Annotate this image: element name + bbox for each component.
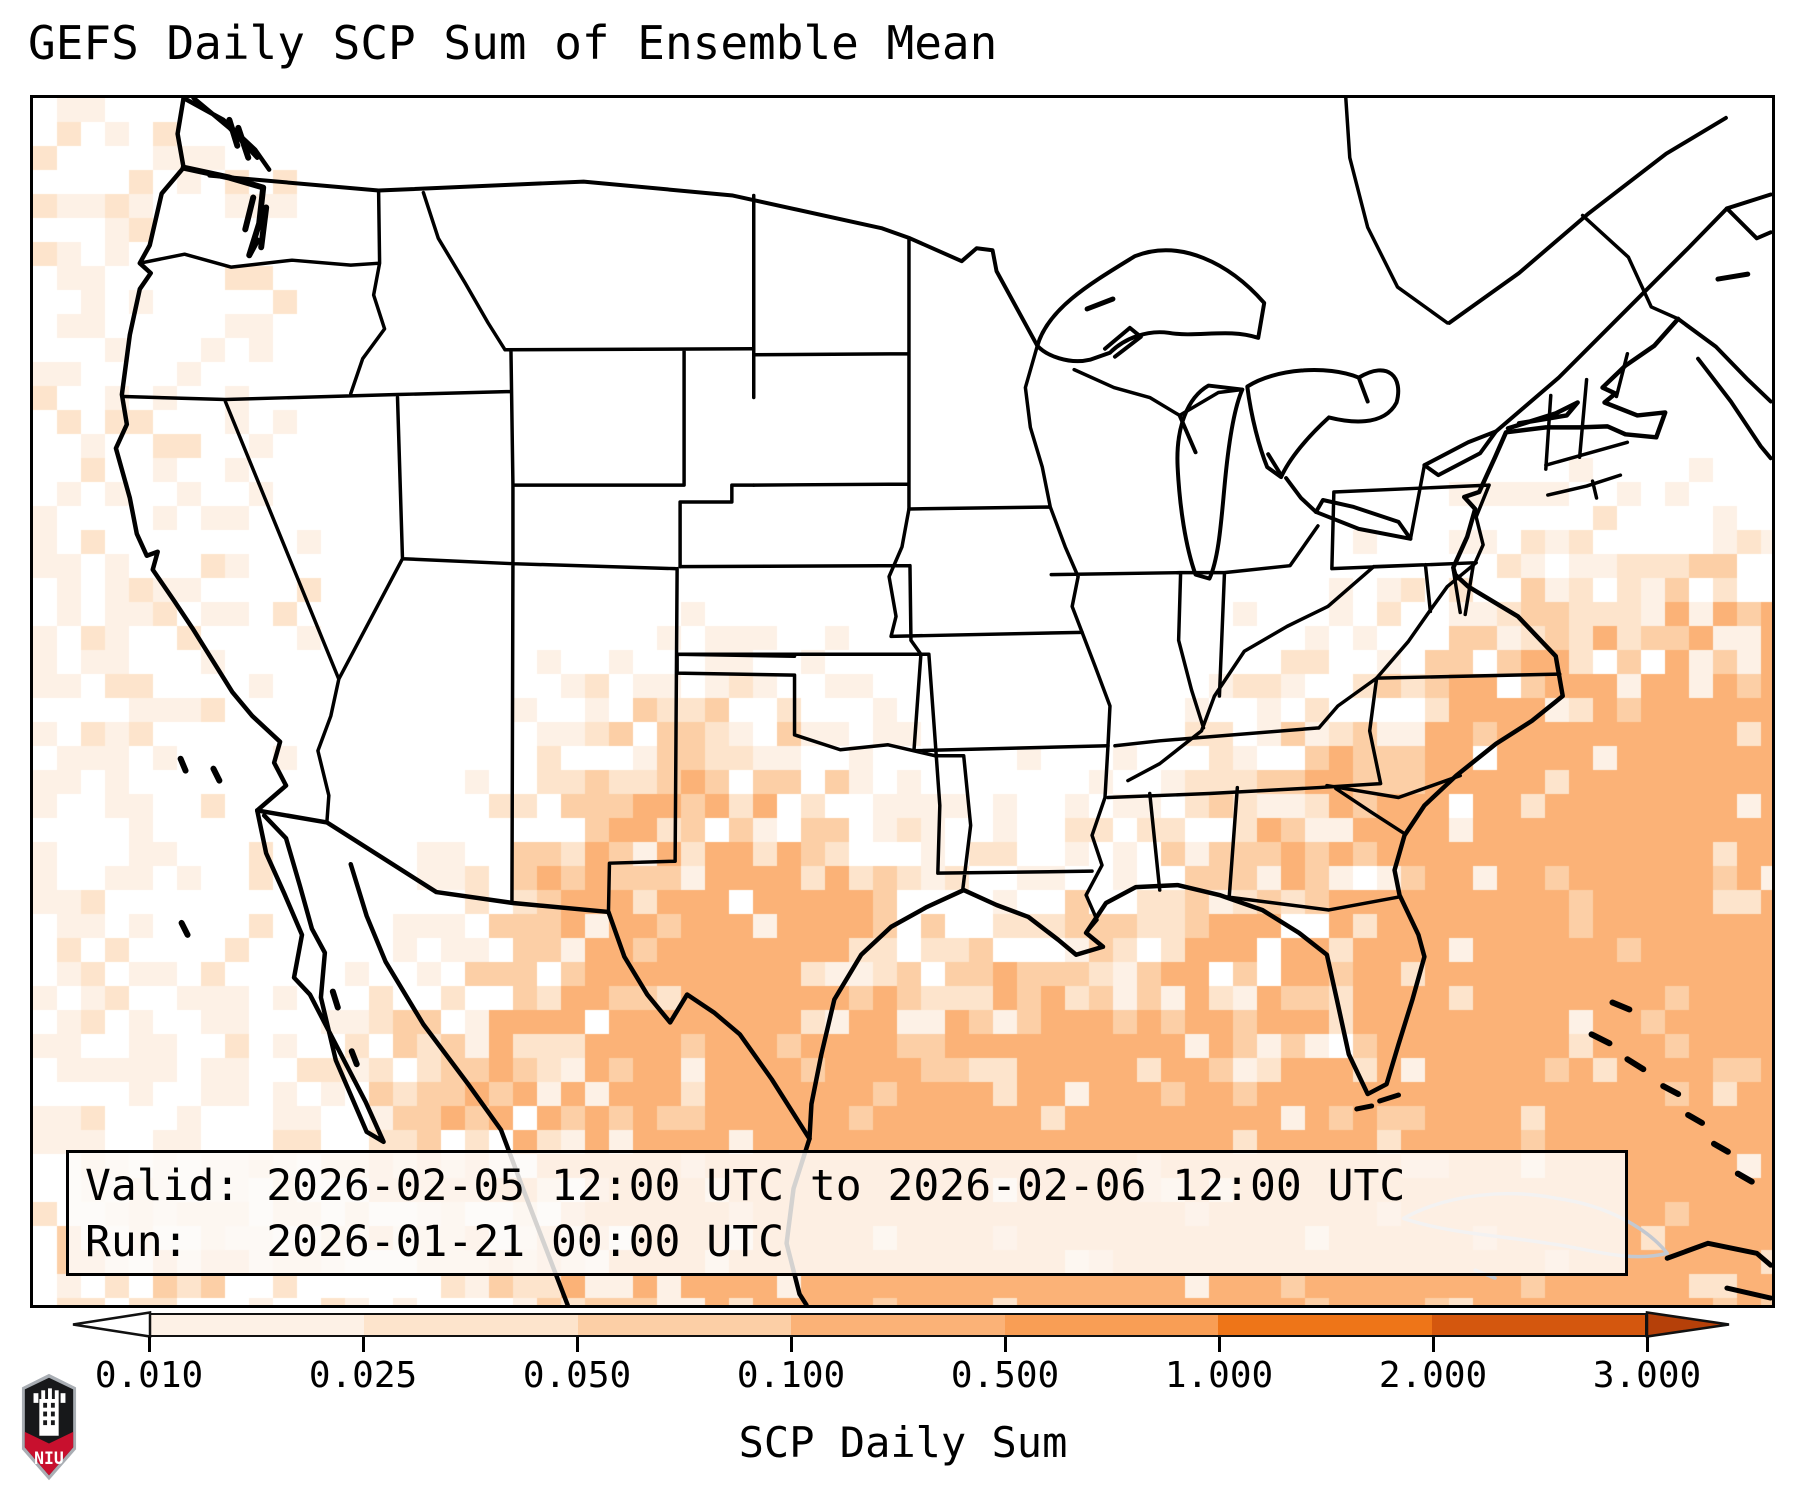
colorbar-under-arrow: [72, 1311, 152, 1338]
colorbar-segment-1: [364, 1315, 578, 1335]
puget-sound: [180, 116, 270, 259]
colorbar-tick: [1645, 1337, 1649, 1352]
annotation-box: Valid: 2026-02-05 12:00 UTC to 2026-02-0…: [66, 1150, 1628, 1276]
colorbar-tick: [1003, 1337, 1007, 1352]
colorbar-tick: [147, 1337, 151, 1352]
colorbar-segment-4: [1004, 1315, 1219, 1335]
lake-erie: [1313, 498, 1413, 541]
prince-edward-island: [1715, 271, 1751, 282]
state-lines-south: [1106, 672, 1562, 912]
state-borders: [122, 188, 1630, 935]
st-lawrence-north: [1447, 115, 1728, 325]
green-bay: [1177, 413, 1198, 455]
colorbar-segment-0: [151, 1315, 365, 1335]
canada-borders: [207, 98, 1772, 461]
nova-scotia: [1676, 316, 1772, 461]
colorbar-tick-label: 0.010: [94, 1355, 204, 1396]
colorbar-segment-2: [577, 1315, 792, 1335]
atlantic-gulf-coast: [807, 316, 1681, 1142]
state-lines-east: [1330, 351, 1630, 680]
valid-time-text: Valid: 2026-02-05 12:00 UTC to 2026-02-0…: [85, 1161, 1406, 1211]
georgian-bay: [1356, 375, 1370, 404]
state-lines-plains: [675, 193, 1110, 892]
map-boundaries: [113, 98, 1772, 1305]
state-lines-midwest: [907, 344, 1376, 935]
logo-castle-icon: [33, 1388, 66, 1436]
florida-keys: [1354, 1092, 1402, 1112]
mexico-border: [254, 808, 812, 1142]
st-lawrence-south: [1494, 206, 1729, 434]
keweenaw-point: [1103, 325, 1143, 359]
map-frame: Valid: 2026-02-05 12:00 UTC to 2026-02-0…: [30, 95, 1775, 1308]
pacific-coast: [113, 98, 289, 813]
lake-ontario: [1422, 429, 1499, 478]
colorbar-tick: [789, 1337, 793, 1352]
vancouver-island: [181, 98, 272, 172]
colorbar-body: [149, 1313, 1647, 1337]
pacific-islands: [177, 755, 360, 1068]
logo-shield-red: [24, 1431, 74, 1476]
colorbar-axis-label: SCP Daily Sum: [738, 1418, 1068, 1467]
colorbar-tick-label: 0.025: [308, 1355, 418, 1396]
chesapeake-bay: [1451, 563, 1475, 617]
colorbar-tick-label: 0.100: [736, 1355, 846, 1396]
colorbar-over-arrow: [1645, 1311, 1730, 1338]
lake-huron: [1245, 368, 1401, 480]
lake-superior: [1035, 248, 1267, 364]
colorbar-segment-3: [791, 1315, 1005, 1335]
long-island: [1505, 400, 1580, 431]
logo-text: NIU: [34, 1449, 64, 1468]
maine-nb-border: [1580, 213, 1680, 321]
isle-royale: [1084, 296, 1116, 312]
baja-peninsula: [254, 808, 386, 1145]
colorbar-segment-5: [1218, 1315, 1432, 1335]
colorbar-tick: [361, 1337, 365, 1352]
colorbar-segment-6: [1431, 1315, 1645, 1335]
coastlines: [113, 98, 1681, 1305]
colorbar-tick: [1217, 1337, 1221, 1352]
gaspe-peninsula: [1724, 192, 1772, 241]
colorbar-tick: [575, 1337, 579, 1352]
bahamas-islands: [1588, 999, 1772, 1301]
colorbar-tick-label: 0.500: [950, 1355, 1060, 1396]
colorbar-tick-label: 3.000: [1592, 1355, 1702, 1396]
niu-logo: NIU: [21, 1373, 77, 1481]
bahamas-dashes: [1588, 999, 1755, 1185]
ottawa-river: [1344, 98, 1450, 325]
page-title: GEFS Daily SCP Sum of Ensemble Mean: [28, 16, 998, 70]
great-lakes: [1035, 248, 1499, 581]
colorbar-tick-label: 2.000: [1378, 1355, 1488, 1396]
state-lines-west: [122, 188, 756, 914]
lake-michigan: [1175, 383, 1245, 581]
st-clair-river: [1284, 476, 1318, 514]
border-49th-parallel: [207, 173, 1040, 348]
hispaniola-coast: [1664, 1240, 1772, 1301]
colorbar-tick: [1431, 1337, 1435, 1352]
niagara-river: [1408, 463, 1427, 541]
saginaw-bay: [1266, 452, 1284, 478]
colorbar-tick-label: 1.000: [1164, 1355, 1274, 1396]
colorbar-tick-label: 0.050: [522, 1355, 632, 1396]
run-time-text: Run: 2026-01-21 00:00 UTC: [85, 1217, 784, 1267]
